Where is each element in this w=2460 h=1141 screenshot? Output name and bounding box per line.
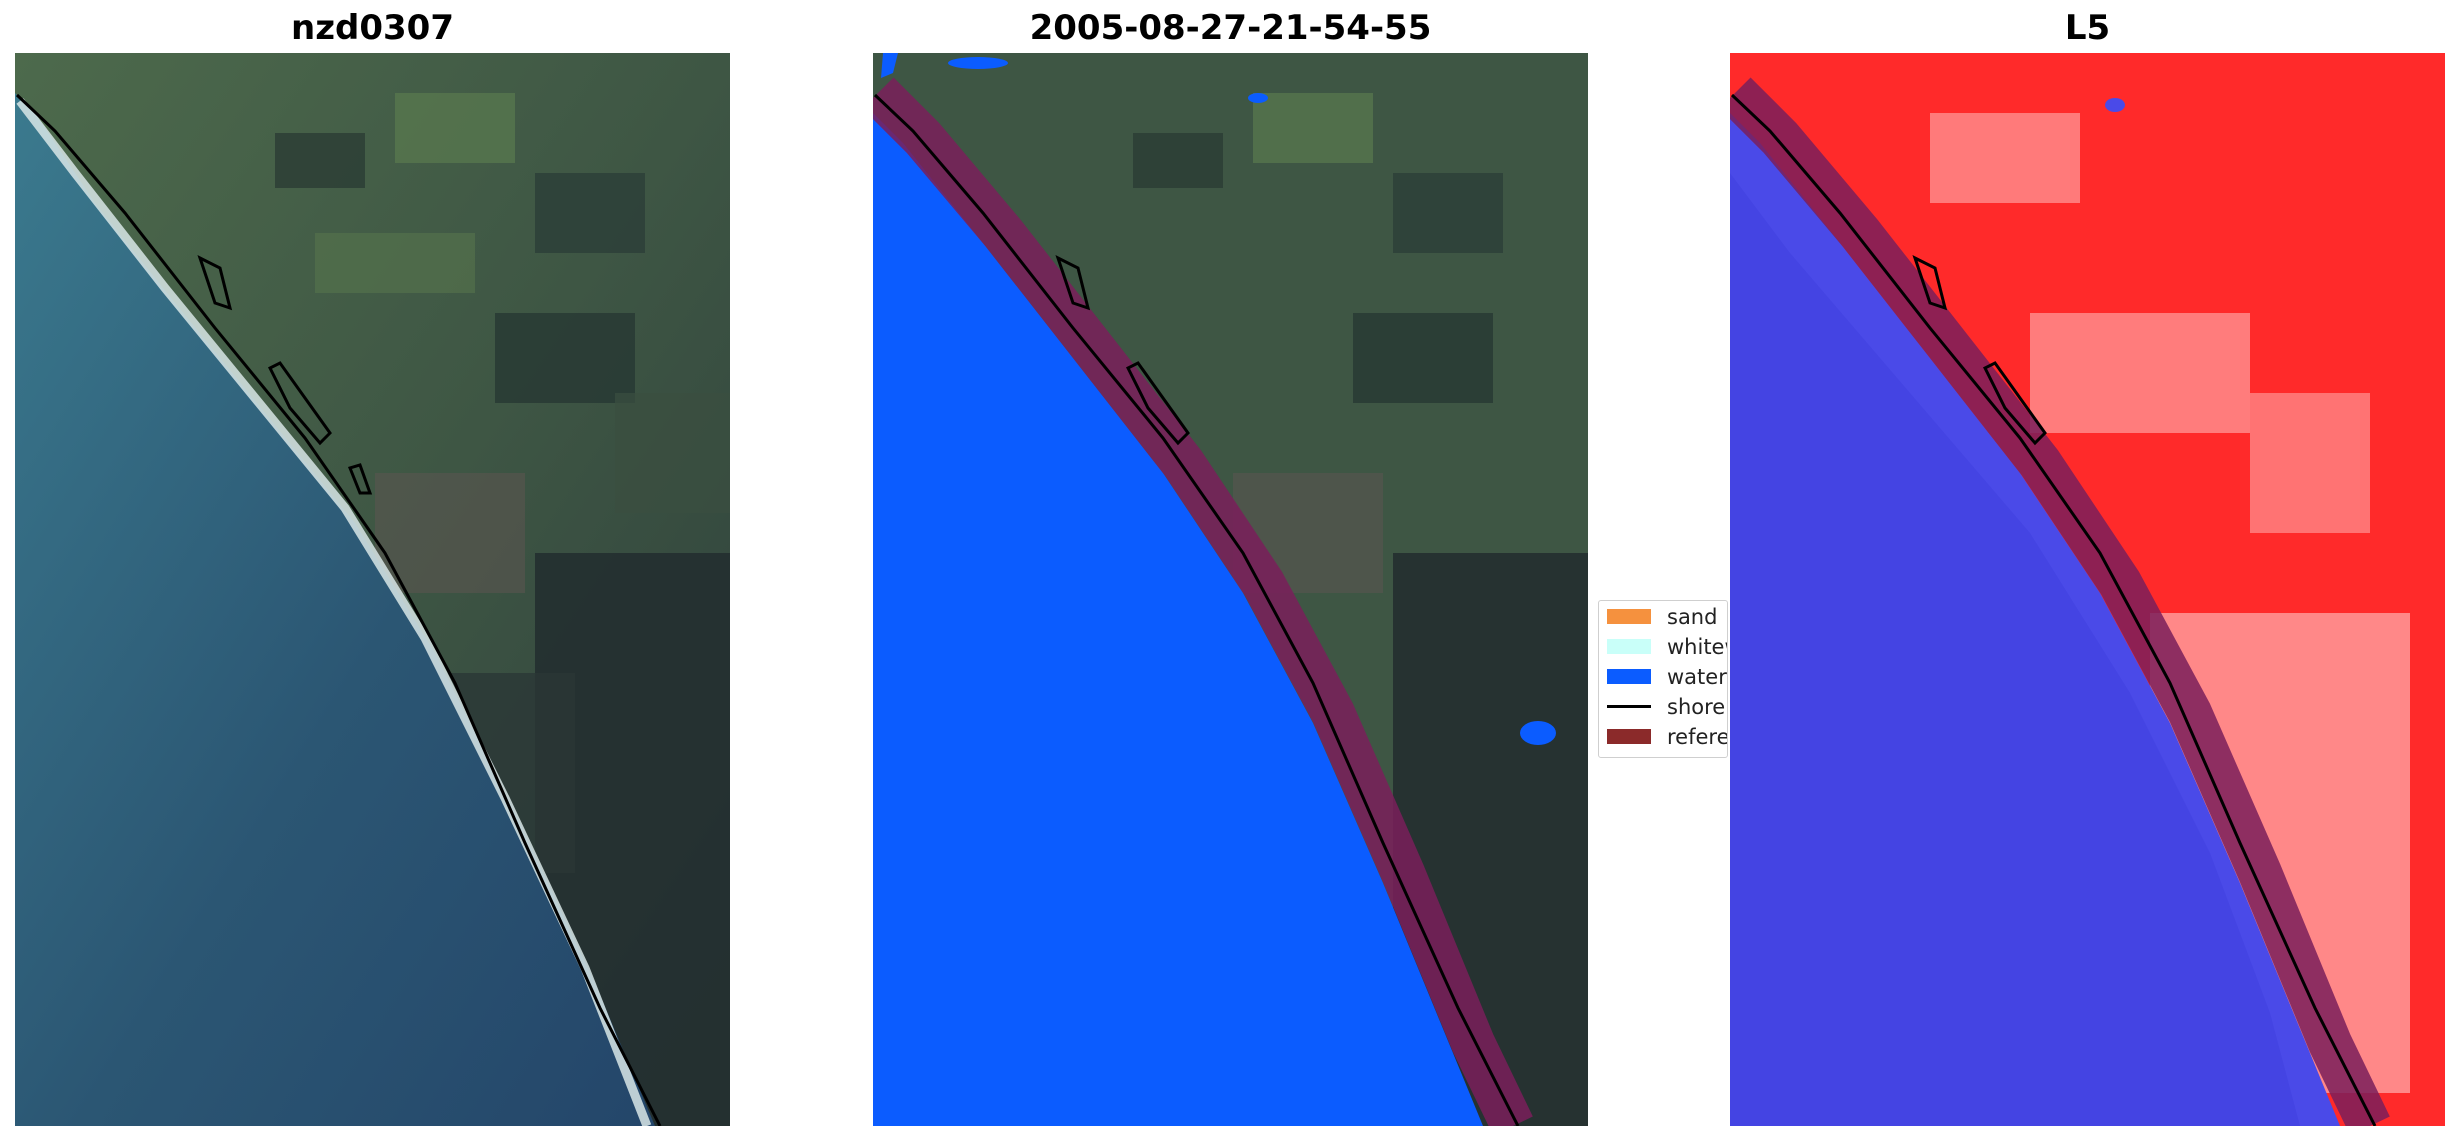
legend-item-shoreline: shoreline [1607, 695, 1727, 719]
legend-item-sand: sand [1607, 605, 1727, 629]
legend-label-shoreline: shoreline [1667, 695, 1727, 719]
rgb-image [15, 53, 730, 1126]
legend-swatch-sand [1607, 609, 1651, 624]
panel-title-classified: 2005-08-27-21-54-55 [1029, 8, 1432, 48]
classified-image [873, 53, 1588, 1126]
panel-title-rgb: nzd0307 [291, 8, 454, 48]
panel-title-index: L5 [2064, 8, 2111, 48]
legend-label-water: water [1667, 665, 1727, 689]
index-image [1730, 53, 2445, 1126]
legend-item-reference: reference [1607, 725, 1728, 749]
legend-swatch-reference [1607, 729, 1651, 744]
legend-label-reference: reference [1667, 725, 1728, 749]
legend-swatch-water [1607, 669, 1651, 684]
legend-swatch-whitewater [1607, 639, 1651, 654]
legend-label-sand: sand [1667, 605, 1718, 629]
rgb-image-panel [15, 53, 730, 1126]
index-image-panel [1730, 53, 2445, 1126]
legend-line-shoreline [1607, 705, 1651, 708]
classified-image-panel [873, 53, 1588, 1126]
legend-item-water: water [1607, 665, 1727, 689]
